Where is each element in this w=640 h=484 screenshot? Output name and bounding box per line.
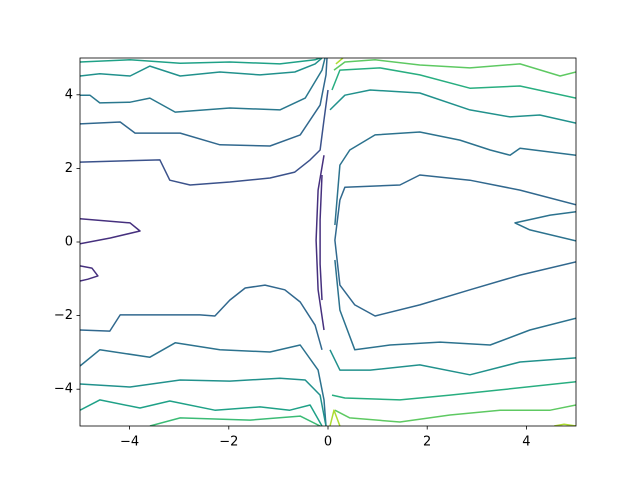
contour-line	[329, 349, 576, 376]
contour-line	[319, 174, 323, 301]
contour-line	[80, 265, 99, 282]
contour-line	[331, 381, 576, 401]
x-tick-label: 2	[423, 435, 431, 450]
contour-line	[329, 89, 576, 124]
contour-line	[80, 284, 323, 351]
contour-line	[80, 218, 141, 245]
contour-line	[80, 342, 327, 426]
x-tick-label: 4	[522, 435, 530, 450]
contour-line	[80, 58, 328, 147]
y-tick-label: 4	[65, 87, 73, 102]
contour-line	[329, 409, 341, 426]
contour-line	[514, 211, 576, 242]
x-tick-label: 0	[324, 435, 332, 450]
contour-line	[80, 377, 327, 426]
contour-line	[80, 89, 329, 186]
y-tick-label: −4	[54, 382, 73, 397]
contour-line	[334, 131, 576, 226]
contour-line	[80, 58, 321, 65]
y-tick-label: −2	[54, 308, 73, 323]
contour-line	[554, 423, 576, 426]
contour-line	[334, 404, 576, 423]
x-tick-label: −2	[219, 435, 238, 450]
contour-line	[315, 155, 325, 331]
contour-line	[80, 58, 326, 113]
contour-line	[80, 399, 323, 426]
contour-line	[149, 415, 321, 426]
contour-line	[334, 174, 576, 317]
x-tick-label: −4	[120, 435, 139, 450]
contour-line	[334, 259, 576, 351]
contour-line	[335, 58, 344, 65]
y-tick-label: 2	[65, 161, 73, 176]
contour-line	[333, 59, 576, 77]
contour-line	[80, 58, 323, 77]
contour-line	[331, 67, 576, 99]
y-tick-label: 0	[65, 235, 73, 250]
